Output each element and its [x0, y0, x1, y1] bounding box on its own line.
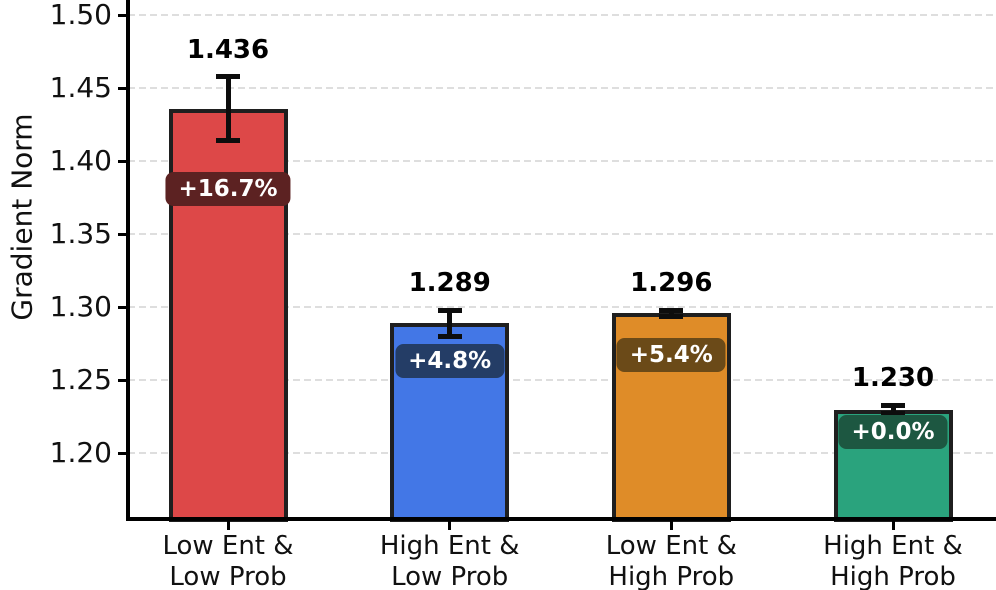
gridline-1.40: [128, 160, 996, 163]
error-bar-cap-bottom-low-ent-low-prob: [216, 138, 240, 144]
y-tick-1.35: [118, 232, 128, 236]
x-tick-high-ent-low-prob: [448, 521, 452, 530]
gridline-1.20: [128, 452, 996, 455]
error-bar-line-high-ent-high-prob: [890, 405, 896, 414]
x-tick-label-low-ent-high-prob: Low Ent & High Prob: [551, 531, 791, 590]
error-bar-line-high-ent-low-prob: [447, 310, 453, 337]
bar-pct-badge-high-ent-high-prob: +0.0%: [838, 414, 948, 449]
y-tick-1.50: [118, 13, 128, 17]
x-tick-label-line: High Prob: [830, 562, 956, 590]
bar-value-label-low-ent-low-prob: 1.436: [186, 34, 270, 65]
error-bar-cap-top-high-ent-high-prob: [881, 402, 905, 408]
x-axis-spine: [126, 517, 996, 521]
x-tick-label-low-ent-low-prob: Low Ent & Low Prob: [108, 531, 348, 590]
x-tick-high-ent-high-prob: [891, 521, 895, 530]
y-tick-label-1.30: 1.30: [49, 290, 112, 324]
error-bar-line-low-ent-low-prob: [225, 76, 231, 141]
bar-value-label-high-ent-high-prob: 1.230: [851, 363, 935, 394]
y-tick-label-1.25: 1.25: [49, 363, 112, 397]
gridline-1.30: [128, 306, 996, 309]
y-tick-1.25: [118, 378, 128, 382]
y-tick-label-1.35: 1.35: [49, 217, 112, 251]
x-tick-label-line: Low Prob: [391, 562, 509, 590]
y-axis-label: Gradient Norm: [5, 113, 39, 321]
y-tick-1.30: [118, 305, 128, 309]
x-tick-low-ent-low-prob: [226, 521, 230, 530]
y-tick-label-1.20: 1.20: [49, 436, 112, 470]
x-tick-label-line: High Ent &: [823, 531, 963, 561]
x-tick-label-high-ent-low-prob: High Ent & Low Prob: [330, 531, 570, 590]
error-bar-cap-bottom-high-ent-low-prob: [437, 334, 462, 339]
bar-pct-badge-low-ent-low-prob: +16.7%: [165, 171, 291, 206]
y-tick-1.20: [118, 451, 128, 455]
gridline-1.25: [128, 379, 996, 382]
y-tick-label-1.40: 1.40: [49, 144, 112, 178]
y-tick-1.40: [118, 159, 128, 163]
x-tick-low-ent-high-prob: [669, 521, 673, 530]
x-tick-label-line: High Ent &: [379, 531, 520, 561]
error-bar-line-low-ent-high-prob: [668, 310, 674, 317]
error-bar-cap-top-low-ent-low-prob: [216, 74, 240, 80]
x-tick-label-high-ent-high-prob: High Ent & High Prob: [773, 531, 996, 590]
error-bar-cap-top-low-ent-high-prob: [659, 307, 684, 313]
x-tick-label-line: Low Ent &: [605, 531, 737, 561]
gridline-1.35: [128, 233, 996, 236]
error-bar-cap-bottom-high-ent-high-prob: [881, 411, 905, 417]
bar-pct-badge-high-ent-low-prob: +4.8%: [395, 344, 505, 379]
x-tick-label-line: High Prob: [608, 562, 735, 590]
y-axis-spine: [126, 0, 130, 521]
bar-low-ent-low-prob: [168, 108, 288, 522]
bar-value-label-high-ent-low-prob: 1.289: [408, 268, 491, 299]
x-tick-label-line: Low Ent &: [162, 531, 294, 561]
bar-pct-badge-low-ent-high-prob: +5.4%: [616, 338, 726, 373]
x-tick-label-line: Low Prob: [169, 562, 287, 590]
y-tick-label-1.45: 1.45: [49, 71, 112, 105]
y-tick-label-1.50: 1.50: [49, 0, 112, 32]
bar-value-label-low-ent-high-prob: 1.296: [630, 268, 713, 299]
gridline-1.45: [128, 87, 996, 90]
y-tick-1.45: [118, 86, 128, 90]
error-bar-cap-bottom-low-ent-high-prob: [659, 313, 684, 319]
gridline-1.50: [128, 14, 996, 17]
error-bar-cap-top-high-ent-low-prob: [437, 307, 462, 313]
